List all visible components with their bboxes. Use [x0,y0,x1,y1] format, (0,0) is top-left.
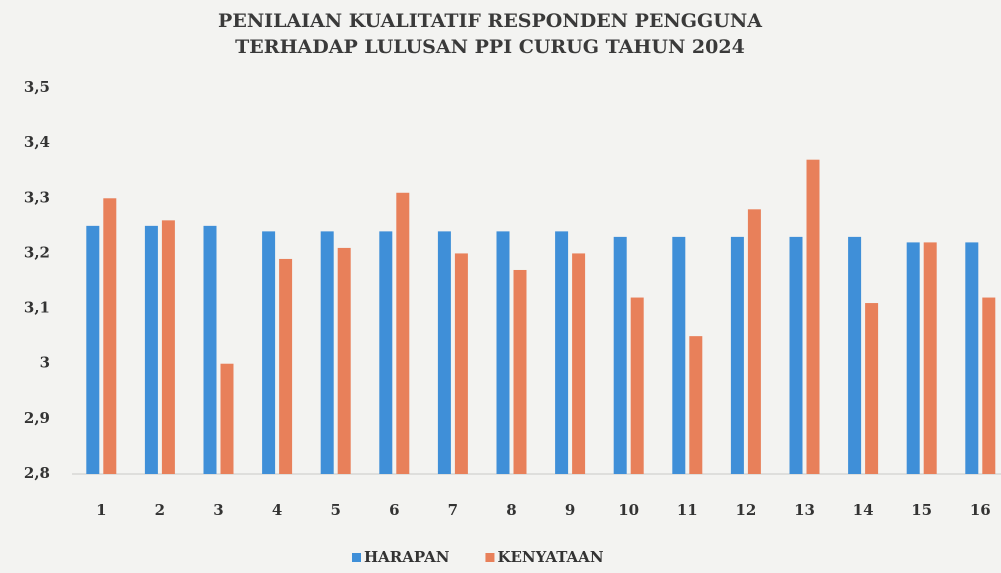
bar [923,242,937,474]
legend-swatch [352,553,361,562]
bar [906,242,920,474]
bar [730,236,744,474]
bar [103,198,117,475]
x-tick-label: 4 [272,501,282,519]
y-tick-label: 2,9 [24,409,50,427]
x-tick-label: 14 [853,501,874,519]
bar [437,231,451,474]
x-tick-label: 6 [389,501,399,519]
x-tick-label: 2 [155,501,165,519]
bar [806,159,820,474]
bar [865,303,879,474]
y-tick-label: 2,8 [24,464,50,482]
x-tick-label: 1 [96,501,106,519]
bar [555,231,569,474]
legend-label: HARAPAN [364,548,450,566]
bar [454,253,468,474]
bar [144,225,158,474]
chart-title: TERHADAP LULUSAN PPI CURUG TAHUN 2024 [235,36,745,58]
bar [613,236,627,474]
y-tick-label: 3,4 [24,133,50,151]
bar [747,209,761,475]
bar [279,258,293,474]
x-tick-label: 12 [735,501,756,519]
bar [630,297,644,474]
x-tick-label: 15 [911,501,932,519]
y-tick-label: 3,2 [24,243,50,261]
bar [337,247,351,474]
x-tick-label: 16 [970,501,991,519]
bar [848,236,862,474]
bar [572,253,586,474]
bar [161,220,175,474]
bar [220,363,234,474]
y-tick-label: 3,3 [24,188,50,206]
y-tick-label: 3,5 [24,78,50,96]
bar [689,336,703,474]
chart-title: PENILAIAN KUALITATIF RESPONDEN PENGGUNA [218,10,762,32]
x-tick-label: 9 [565,501,575,519]
bar [396,192,410,474]
bar [496,231,510,474]
bar [262,231,276,474]
bar [982,297,996,474]
bar [789,236,803,474]
x-tick-label: 11 [677,501,698,519]
bar [203,225,217,474]
x-tick-label: 13 [794,501,815,519]
bar [672,236,686,474]
legend-swatch [485,553,495,562]
y-tick-label: 3,1 [24,299,50,317]
bar [513,269,527,474]
bar [86,225,100,474]
x-tick-label: 10 [618,501,639,519]
legend-label: KENYATAAN [497,548,603,566]
bar [965,242,979,474]
x-tick-label: 8 [506,501,516,519]
bar [320,231,334,474]
y-tick-label: 3 [40,354,50,372]
x-tick-label: 5 [330,501,340,519]
x-tick-label: 3 [213,501,223,519]
bar [379,231,393,474]
x-tick-label: 7 [448,501,458,519]
